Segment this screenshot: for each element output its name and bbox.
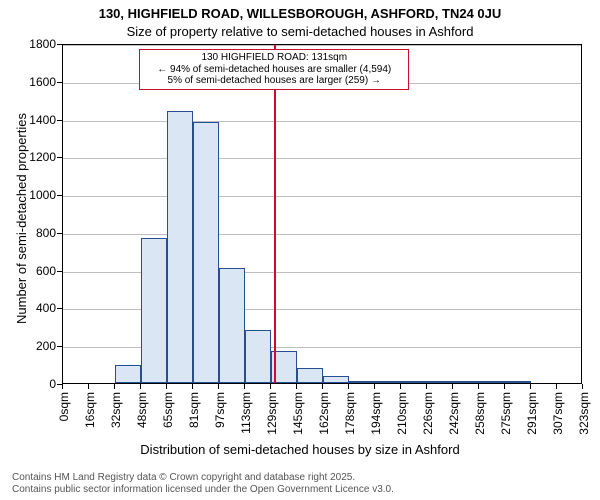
y-tick-mark bbox=[57, 346, 62, 347]
x-tick-label: 32sqm bbox=[109, 392, 123, 428]
x-tick-label: 194sqm bbox=[369, 392, 383, 435]
annotation-line2: ← 94% of semi-detached houses are smalle… bbox=[144, 64, 404, 76]
x-tick-mark bbox=[244, 384, 245, 389]
x-tick-label: 210sqm bbox=[395, 392, 409, 435]
x-tick-label: 275sqm bbox=[499, 392, 513, 435]
x-tick-mark bbox=[270, 384, 271, 389]
grid-line bbox=[63, 45, 581, 46]
y-tick-label: 1200 bbox=[22, 150, 56, 164]
x-tick-mark bbox=[140, 384, 141, 389]
x-tick-label: 162sqm bbox=[317, 392, 331, 435]
y-tick-label: 800 bbox=[22, 226, 56, 240]
x-tick-mark bbox=[88, 384, 89, 389]
x-tick-label: 81sqm bbox=[187, 392, 201, 428]
y-tick-label: 0 bbox=[22, 377, 56, 391]
x-tick-mark bbox=[218, 384, 219, 389]
x-tick-label: 258sqm bbox=[473, 392, 487, 435]
x-axis-label: Distribution of semi-detached houses by … bbox=[0, 442, 600, 457]
x-tick-label: 323sqm bbox=[577, 392, 591, 435]
x-tick-mark bbox=[296, 384, 297, 389]
histogram-bar bbox=[375, 381, 401, 383]
y-tick-mark bbox=[57, 157, 62, 158]
x-tick-mark bbox=[114, 384, 115, 389]
y-tick-label: 600 bbox=[22, 264, 56, 278]
footer-attribution: Contains HM Land Registry data © Crown c… bbox=[12, 472, 394, 496]
chart-container: 130, HIGHFIELD ROAD, WILLESBOROUGH, ASHF… bbox=[0, 0, 600, 500]
histogram-bar bbox=[167, 111, 193, 383]
histogram-bar bbox=[505, 381, 531, 383]
histogram-bar bbox=[401, 381, 427, 383]
y-tick-label: 200 bbox=[22, 339, 56, 353]
histogram-bar bbox=[141, 238, 167, 383]
x-tick-mark bbox=[452, 384, 453, 389]
histogram-bar bbox=[115, 365, 141, 383]
x-tick-mark bbox=[478, 384, 479, 389]
y-tick-label: 1000 bbox=[22, 188, 56, 202]
x-tick-mark bbox=[166, 384, 167, 389]
marker-vertical-line bbox=[274, 45, 276, 383]
annotation-line3: 5% of semi-detached houses are larger (2… bbox=[144, 75, 404, 87]
y-tick-mark bbox=[57, 308, 62, 309]
chart-title-line1: 130, HIGHFIELD ROAD, WILLESBOROUGH, ASHF… bbox=[0, 6, 600, 21]
x-tick-label: 291sqm bbox=[525, 392, 539, 435]
x-tick-label: 145sqm bbox=[291, 392, 305, 435]
histogram-bar bbox=[427, 381, 453, 383]
plot-area: 130 HIGHFIELD ROAD: 131sqm ← 94% of semi… bbox=[62, 44, 582, 384]
x-tick-mark bbox=[530, 384, 531, 389]
x-tick-label: 178sqm bbox=[343, 392, 357, 435]
x-tick-label: 307sqm bbox=[551, 392, 565, 435]
footer-line1: Contains HM Land Registry data © Crown c… bbox=[12, 472, 394, 484]
y-tick-label: 1400 bbox=[22, 113, 56, 127]
x-tick-label: 226sqm bbox=[421, 392, 435, 435]
x-tick-mark bbox=[192, 384, 193, 389]
x-tick-label: 242sqm bbox=[447, 392, 461, 435]
histogram-bar bbox=[193, 122, 219, 383]
y-tick-label: 1600 bbox=[22, 75, 56, 89]
x-tick-mark bbox=[348, 384, 349, 389]
grid-line bbox=[63, 158, 581, 159]
histogram-bar bbox=[453, 381, 479, 383]
histogram-bar bbox=[245, 330, 271, 383]
x-tick-mark bbox=[322, 384, 323, 389]
x-tick-label: 16sqm bbox=[83, 392, 97, 428]
histogram-bar bbox=[323, 376, 349, 383]
y-tick-label: 400 bbox=[22, 301, 56, 315]
grid-line bbox=[63, 196, 581, 197]
histogram-bar bbox=[219, 268, 245, 383]
footer-line2: Contains public sector information licen… bbox=[12, 484, 394, 496]
y-tick-mark bbox=[57, 44, 62, 45]
x-tick-label: 48sqm bbox=[135, 392, 149, 428]
x-tick-mark bbox=[62, 384, 63, 389]
annotation-box: 130 HIGHFIELD ROAD: 131sqm ← 94% of semi… bbox=[139, 49, 409, 90]
y-tick-label: 1800 bbox=[22, 37, 56, 51]
x-tick-mark bbox=[374, 384, 375, 389]
histogram-bar bbox=[349, 381, 375, 383]
x-tick-mark bbox=[400, 384, 401, 389]
y-tick-mark bbox=[57, 82, 62, 83]
x-tick-label: 65sqm bbox=[161, 392, 175, 428]
x-tick-label: 0sqm bbox=[57, 392, 71, 421]
x-tick-mark bbox=[504, 384, 505, 389]
annotation-line1: 130 HIGHFIELD ROAD: 131sqm bbox=[144, 52, 404, 64]
y-axis-label: Number of semi-detached properties bbox=[14, 113, 29, 324]
x-tick-mark bbox=[556, 384, 557, 389]
histogram-bar bbox=[297, 368, 323, 383]
y-tick-mark bbox=[57, 120, 62, 121]
grid-line bbox=[63, 234, 581, 235]
x-tick-label: 113sqm bbox=[239, 392, 253, 434]
histogram-bar bbox=[479, 381, 505, 383]
grid-line bbox=[63, 121, 581, 122]
x-tick-label: 97sqm bbox=[213, 392, 227, 428]
chart-title-line2: Size of property relative to semi-detach… bbox=[0, 24, 600, 39]
y-tick-mark bbox=[57, 195, 62, 196]
x-tick-label: 129sqm bbox=[265, 392, 279, 435]
x-tick-mark bbox=[582, 384, 583, 389]
x-tick-mark bbox=[426, 384, 427, 389]
y-tick-mark bbox=[57, 271, 62, 272]
y-tick-mark bbox=[57, 233, 62, 234]
